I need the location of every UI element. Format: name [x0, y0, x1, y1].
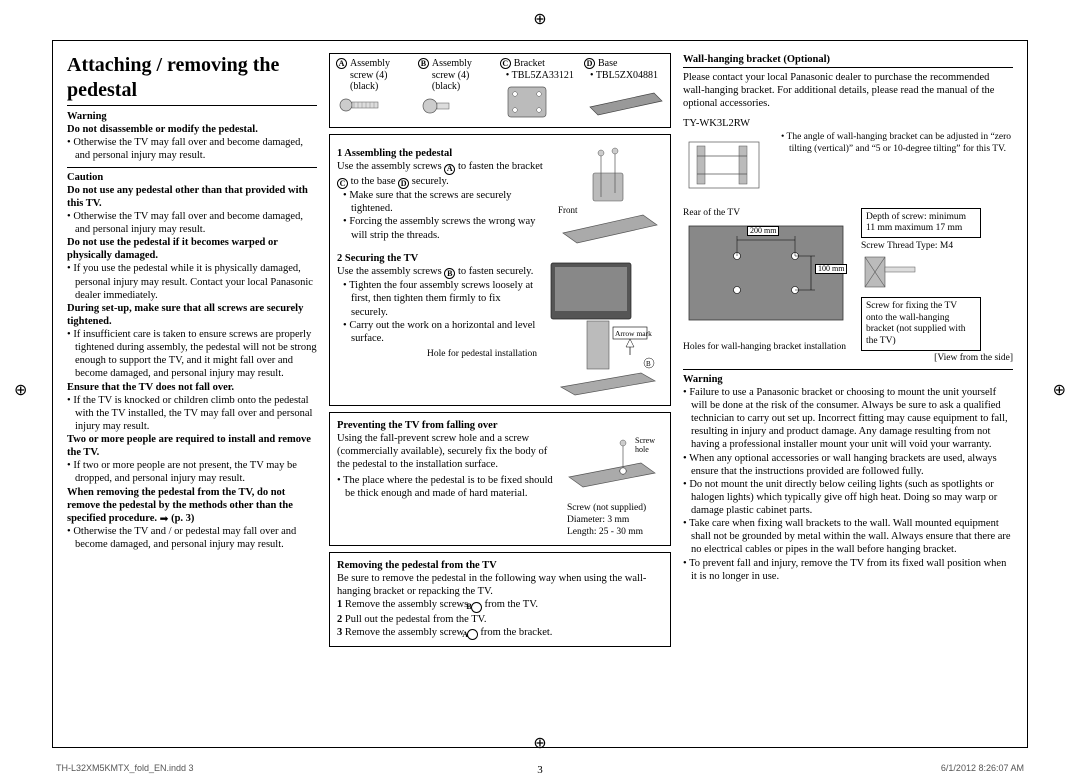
thread-type: Screw Thread Type: M4 — [861, 241, 1013, 253]
view-label: [View from the side] — [861, 353, 1013, 365]
wall-angle: The angle of wall-hanging bracket can be… — [781, 132, 1013, 156]
parts-box: AAssembly screw (4) (black) BAssembly sc… — [329, 53, 671, 128]
c1-c4b: If the TV is knocked or children climb o… — [67, 394, 317, 433]
c1-c5b: If two or more people are not present, t… — [67, 459, 317, 485]
part-d-model: TBL5ZX04881 — [584, 70, 664, 82]
prevent-box: Screw hole Preventing the TV from fallin… — [329, 412, 671, 546]
part-a-name: Assembly — [350, 58, 390, 70]
c1-c6b: Otherwise the TV and / or pedestal may f… — [67, 525, 317, 551]
part-a: AAssembly screw (4) (black) — [336, 58, 410, 123]
col3-warning-head: Warning — [683, 369, 1013, 386]
circ-d: D — [584, 58, 595, 69]
circ-c: C — [500, 58, 511, 69]
warning-head: Warning — [67, 110, 317, 123]
remove-r2: 2 Pull out the pedestal from the TV. — [337, 613, 663, 626]
securing-diagram: Arrow mark B — [543, 257, 663, 397]
footer-timestamp: 6/1/2012 8:26:07 AM — [941, 763, 1024, 774]
rear-label: Rear of the TV — [683, 208, 853, 220]
dim-200: 200 mm — [747, 226, 779, 237]
c1-c1b: Otherwise the TV may fall over and becom… — [67, 210, 317, 236]
base-icon — [584, 83, 664, 117]
c1-c2: Do not use the pedestal if it becomes wa… — [67, 236, 317, 262]
part-c: CBracket TBL5ZA33121 — [500, 58, 576, 123]
wall-head: Wall-hanging bracket (Optional) — [683, 53, 1013, 68]
col3-w3: Do not mount the unit directly below cei… — [683, 478, 1013, 517]
col-right: Wall-hanging bracket (Optional) Please c… — [683, 53, 1013, 737]
part-b-name: Assembly — [432, 58, 472, 70]
c1-w1b: Otherwise the TV may fall over and becom… — [67, 136, 317, 162]
c1-c6: When removing the pedestal from the TV, … — [67, 486, 317, 525]
col3-w5: To prevent fall and injury, remove the T… — [683, 557, 1013, 583]
tv-rear-row: Rear of the TV 200 mm — [683, 208, 1013, 365]
wall-model: TY-WK3L2RW — [683, 117, 1013, 130]
footer-file: TH-L32XM5KMTX_fold_EN.indd 3 — [56, 763, 194, 774]
c1-c6ref: (p. 3) — [171, 513, 194, 524]
col3-w1: Failure to use a Panasonic bracket or ch… — [683, 386, 1013, 452]
part-b-sub2: (black) — [418, 81, 492, 93]
remove-head: Removing the pedestal from the TV — [337, 559, 663, 572]
part-b-sub1: screw (4) — [418, 70, 492, 82]
prevent-diagram: Screw hole — [563, 421, 663, 501]
svg-text:B: B — [646, 360, 651, 368]
wall-bracket-icon — [683, 132, 773, 204]
svg-text:Arrow mark: Arrow mark — [615, 329, 652, 338]
arrow-icon: ➡ — [160, 513, 169, 526]
side-view-icon — [861, 253, 921, 291]
part-d-name: Base — [598, 58, 617, 70]
svg-text:Front: Front — [558, 205, 578, 215]
part-a-sub2: (black) — [336, 81, 410, 93]
wall-intro: Please contact your local Panasonic deal… — [683, 71, 1013, 110]
col3-w2: When any optional accessories or wall ha… — [683, 452, 1013, 478]
c1-c3: During set-up, make sure that all screws… — [67, 302, 317, 328]
c1-c5: Two or more people are required to insta… — [67, 433, 317, 459]
svg-text:hole: hole — [635, 445, 649, 454]
col3-w4: Take care when fixing wall brackets to t… — [683, 517, 1013, 556]
bracket-illustration-row: The angle of wall-hanging bracket can be… — [683, 132, 1013, 204]
screw-b-icon — [418, 95, 454, 117]
steps-box: Front 1 Assembling the pedestal Use the … — [329, 134, 671, 406]
reg-mark-left: ⊕ — [14, 381, 27, 401]
remove-intro: Be sure to remove the pedestal in the fo… — [337, 572, 663, 598]
screw-a-icon — [336, 95, 386, 115]
depth-box: Depth of screw: minimum 11 mm maximum 17… — [861, 208, 981, 239]
remove-r3: 3 Remove the assembly screw A from the b… — [337, 626, 663, 641]
dim-100: 100 mm — [815, 264, 847, 275]
page-number: 3 — [537, 764, 543, 778]
remove-box: Removing the pedestal from the TV Be sur… — [329, 552, 671, 648]
part-c-model: TBL5ZA33121 — [500, 70, 576, 82]
circ-b: B — [418, 58, 429, 69]
col-left: Attaching / removing the pedestal Warnin… — [67, 53, 317, 737]
col-mid: AAssembly screw (4) (black) BAssembly sc… — [329, 53, 671, 737]
reg-mark-right: ⊕ — [1053, 381, 1066, 401]
c1-c1: Do not use any pedestal other than that … — [67, 184, 317, 210]
bracket-icon — [500, 83, 554, 123]
part-c-name: Bracket — [514, 58, 545, 70]
fixscrew-box: Screw for fixing the TV onto the wall-ha… — [861, 297, 981, 351]
page-frame: Attaching / removing the pedestal Warnin… — [52, 40, 1028, 748]
c1-w1: Do not disassemble or modify the pedesta… — [67, 123, 317, 136]
part-d: DBase TBL5ZX04881 — [584, 58, 664, 123]
caution-head: Caution — [67, 167, 317, 184]
c1-c3b: If insufficient care is taken to ensure … — [67, 328, 317, 381]
reg-mark-top: ⊕ — [533, 10, 546, 30]
part-b: BAssembly screw (4) (black) — [418, 58, 492, 123]
holes-label: Holes for wall-hanging bracket installat… — [683, 342, 853, 354]
screw-len: Length: 25 - 30 mm — [567, 527, 663, 539]
screw-diam: Diameter: 3 mm — [567, 515, 663, 527]
tv-rear-diagram — [683, 220, 853, 340]
assembly-diagram: Front — [553, 143, 663, 253]
svg-text:Screw: Screw — [635, 436, 655, 445]
circ-a: A — [336, 58, 347, 69]
part-a-sub1: screw (4) — [336, 70, 410, 82]
page-title: Attaching / removing the pedestal — [67, 53, 317, 106]
c1-c4: Ensure that the TV does not fall over. — [67, 381, 317, 394]
c1-c2b: If you use the pedestal while it is phys… — [67, 262, 317, 301]
remove-r1: 1 Remove the assembly screws B from the … — [337, 598, 663, 613]
